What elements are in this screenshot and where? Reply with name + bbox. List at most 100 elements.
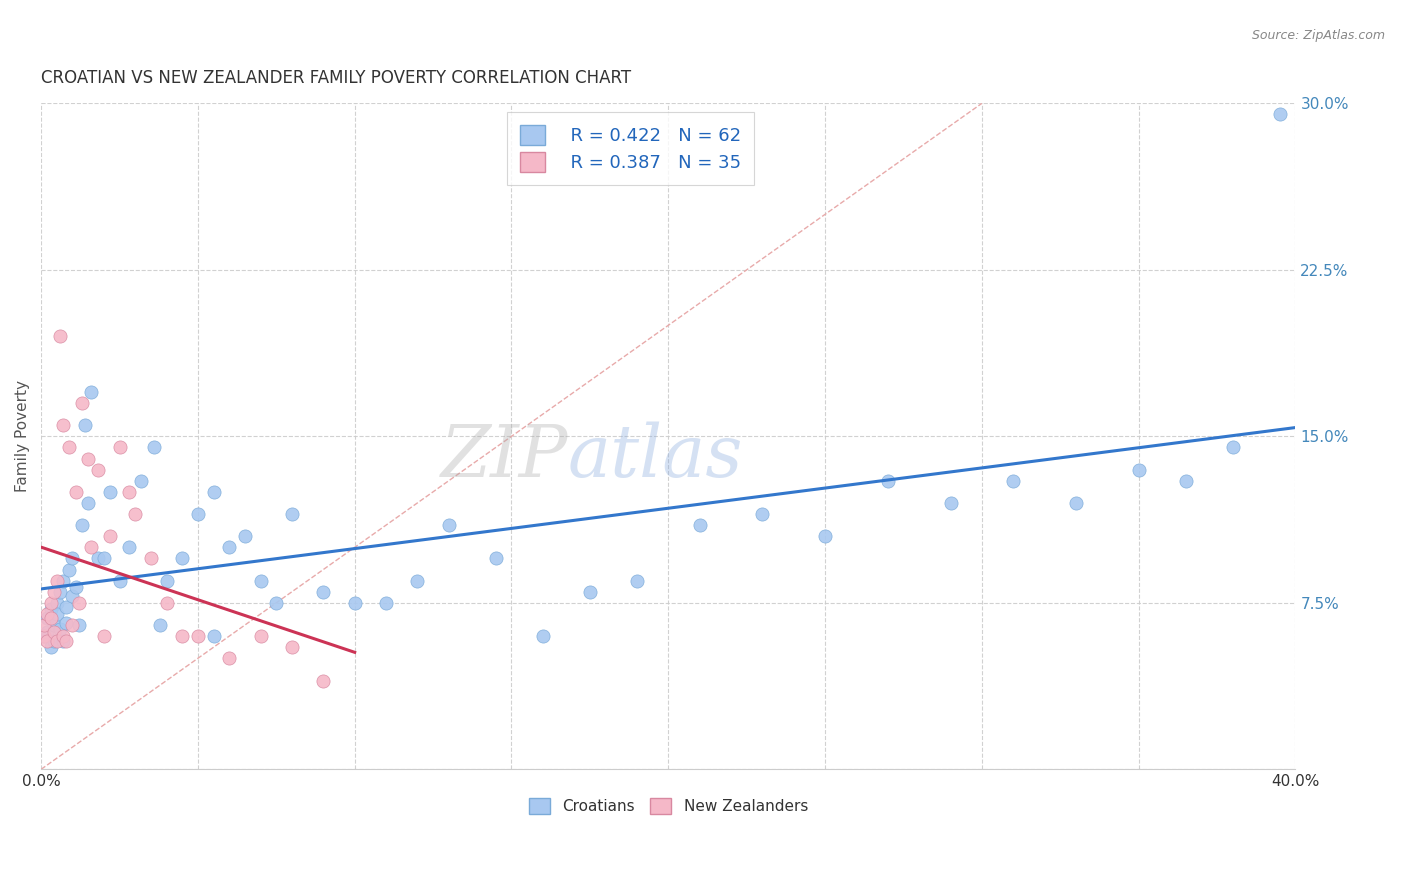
Point [131,474,153,488]
Point [42,633,65,648]
Point [80,384,103,399]
Point [202,484,225,499]
Point [98,529,121,543]
Point [39,602,62,616]
Point [62,551,84,566]
Point [45,574,67,588]
Point [42,618,65,632]
Point [37,607,59,621]
Point [814,529,837,543]
Point [531,629,554,643]
Point [1268,107,1291,121]
Point [55,600,77,615]
Point [55,633,77,648]
Point [118,541,141,555]
Point [52,629,75,643]
Point [62,618,84,632]
Point [70,518,93,533]
Point [52,418,75,433]
Point [32,629,55,643]
Point [37,633,59,648]
Point [67,596,90,610]
Text: CROATIAN VS NEW ZEALANDER FAMILY POVERTY CORRELATION CHART: CROATIAN VS NEW ZEALANDER FAMILY POVERTY… [41,69,631,87]
Point [266,596,288,610]
Point [281,507,304,521]
Point [172,629,194,643]
Point [437,518,460,533]
Point [86,462,108,476]
Point [406,574,429,588]
Point [312,584,335,599]
Point [45,596,67,610]
Point [108,574,131,588]
Point [876,474,898,488]
Legend: Croatians, New Zealanders: Croatians, New Zealanders [520,790,815,822]
Point [485,551,508,566]
Point [108,441,131,455]
Point [52,633,75,648]
Point [312,673,335,688]
Point [49,623,72,637]
Point [202,629,225,643]
Point [187,629,209,643]
Text: atlas: atlas [568,421,744,491]
Point [32,629,55,643]
Point [39,611,62,625]
Point [218,541,240,555]
Point [98,484,121,499]
Point [218,651,240,665]
Point [77,496,100,510]
Point [1222,441,1244,455]
Point [249,629,271,643]
Point [172,551,194,566]
Point [233,529,256,543]
Point [37,611,59,625]
Point [939,496,962,510]
Point [39,596,62,610]
Y-axis label: Family Poverty: Family Poverty [15,380,30,492]
Point [1064,496,1087,510]
Point [45,633,67,648]
Point [1002,474,1025,488]
Point [124,507,146,521]
Point [343,596,366,610]
Point [49,584,72,599]
Point [155,574,177,588]
Point [689,518,711,533]
Point [187,507,209,521]
Point [1174,474,1197,488]
Point [70,396,93,410]
Point [249,574,271,588]
Point [579,584,602,599]
Point [751,507,773,521]
Point [62,589,84,603]
Point [155,596,177,610]
Point [143,441,166,455]
Point [58,441,80,455]
Point [281,640,304,655]
Point [626,574,648,588]
Point [77,451,100,466]
Point [73,418,96,433]
Point [32,618,55,632]
Point [37,624,59,639]
Point [93,629,115,643]
Point [80,541,103,555]
Point [149,618,172,632]
Text: Source: ZipAtlas.com: Source: ZipAtlas.com [1251,29,1385,42]
Point [1128,462,1150,476]
Point [65,580,87,594]
Point [42,624,65,639]
Point [55,615,77,630]
Text: ZIP: ZIP [440,421,568,491]
Point [45,607,67,621]
Point [65,484,87,499]
Point [93,551,115,566]
Point [42,584,65,599]
Point [58,562,80,576]
Point [86,551,108,566]
Point [139,551,162,566]
Point [49,329,72,343]
Point [67,618,90,632]
Point [375,596,398,610]
